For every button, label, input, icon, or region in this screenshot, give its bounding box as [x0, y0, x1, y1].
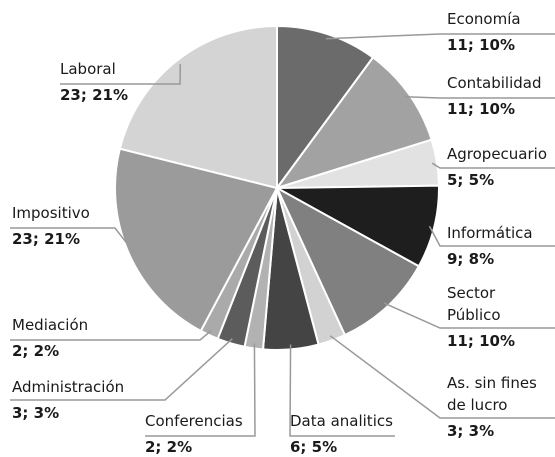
category-name: Impositivo — [12, 204, 90, 222]
leader-line — [145, 343, 256, 437]
slice-label: Informática 9; 8% — [447, 222, 555, 270]
slice-label: Conferencias 2; 2% — [145, 410, 265, 457]
leader-line — [404, 95, 555, 99]
pie-slice — [276, 24, 375, 192]
slice-label: Impositivo 23; 21% — [12, 202, 132, 250]
value-label: 9; 8% — [447, 250, 495, 268]
leader-line — [325, 33, 555, 40]
leader-line — [10, 338, 233, 401]
slice-label: Administración 3; 3% — [12, 376, 172, 424]
leader-line — [428, 225, 555, 247]
leader-line — [10, 330, 212, 341]
value-label: 2; 2% — [12, 342, 60, 360]
slice-label: Data analitics 6; 5% — [290, 410, 410, 457]
category-name: Administración — [12, 378, 125, 396]
slice-label: Agropecuario 5; 5% — [447, 143, 555, 191]
category-name: Economía — [447, 10, 521, 28]
leader-line — [10, 227, 134, 253]
pie-slice — [274, 56, 433, 190]
value-label: 11; 10% — [447, 100, 515, 118]
category-name: Conferencias — [145, 412, 243, 430]
category-name: Mediación — [12, 316, 89, 334]
slice-label: Sector Público 11; 10% — [447, 282, 517, 352]
slice-label: Contabilidad 11; 10% — [447, 72, 555, 120]
value-label: 5; 5% — [447, 171, 495, 189]
leader-line — [383, 302, 555, 329]
category-name: As. sin fines de lucro — [447, 374, 537, 414]
slice-label: Economía 11; 10% — [447, 8, 555, 56]
value-label: 11; 10% — [447, 332, 515, 350]
pie-slice — [274, 185, 421, 337]
value-label: 23; 21% — [12, 230, 80, 248]
category-name: Sector Público — [447, 284, 501, 324]
leader-line — [431, 162, 555, 169]
pie-slice — [118, 24, 278, 190]
leader-line — [329, 335, 555, 419]
leader-line — [289, 344, 395, 437]
value-label: 11; 10% — [447, 36, 515, 54]
slice-label: As. sin fines de lucro 3; 3% — [447, 372, 547, 442]
value-label: 23; 21% — [60, 86, 128, 104]
category-name: Agropecuario — [447, 145, 548, 163]
value-label: 6; 5% — [290, 438, 338, 456]
value-label: 3; 3% — [447, 422, 495, 440]
category-name: Data analitics — [290, 412, 393, 430]
pie-slice — [114, 147, 279, 333]
leader-line — [60, 64, 182, 85]
category-name: Informática — [447, 224, 533, 242]
value-label: 3; 3% — [12, 404, 60, 422]
slice-label: Laboral 23; 21% — [60, 58, 180, 106]
value-label: 2; 2% — [145, 438, 193, 456]
category-name: Laboral — [60, 60, 116, 78]
slice-label: Mediación 2; 2% — [12, 314, 132, 362]
category-name: Contabilidad — [447, 74, 542, 92]
